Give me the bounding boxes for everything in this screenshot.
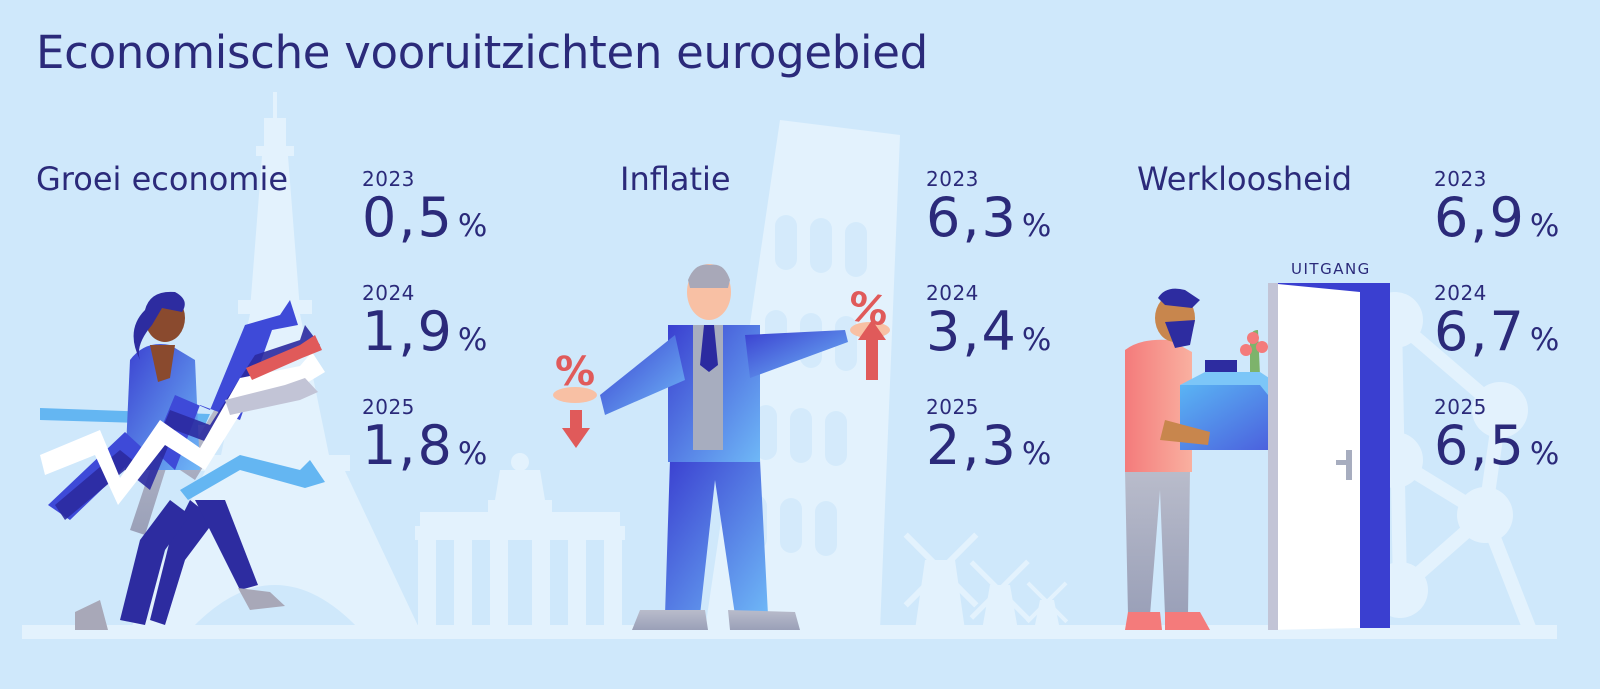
stat-year: 2025 [926, 395, 979, 419]
section-title-unemployment: Werkloosheid [1137, 160, 1353, 198]
stat-growth-2025: 2025 1,8% [362, 396, 487, 482]
stat-growth-2023: 2023 0,5% [362, 168, 487, 254]
stat-year: 2024 [1434, 281, 1487, 305]
stat-year: 2023 [1434, 167, 1487, 191]
brandenburg-gate-icon [415, 453, 625, 630]
stat-inflation-2024: 2024 3,4% [926, 282, 1051, 368]
stat-unit: % [1021, 436, 1052, 472]
stat-value: 6,9 [1434, 186, 1526, 249]
stat-unit: % [457, 208, 488, 244]
stat-value: 1,8 [362, 414, 454, 477]
stat-year: 2025 [1434, 395, 1487, 419]
stat-growth-2024: 2024 1,9% [362, 282, 487, 368]
stat-unemployment-2025: 2025 6,5% [1434, 396, 1559, 482]
stat-value: 6,7 [1434, 300, 1526, 363]
page-title: Economische vooruitzichten eurogebied [36, 26, 928, 79]
stat-year: 2023 [926, 167, 979, 191]
stat-unit: % [1021, 208, 1052, 244]
stat-year: 2023 [362, 167, 415, 191]
stat-value: 6,3 [926, 186, 1018, 249]
stat-unit: % [1529, 208, 1560, 244]
businesswoman-arrows-icon [40, 291, 325, 630]
stat-unit: % [457, 322, 488, 358]
stat-unit: % [1529, 322, 1560, 358]
svg-text:%: % [555, 349, 595, 395]
stat-value: 1,9 [362, 300, 454, 363]
stat-unemployment-2023: 2023 6,9% [1434, 168, 1559, 254]
stat-inflation-2025: 2025 2,3% [926, 396, 1051, 482]
stat-unemployment-2024: 2024 6,7% [1434, 282, 1559, 368]
windmill-icon [903, 532, 1069, 630]
stat-unit: % [457, 436, 488, 472]
stat-inflation-2023: 2023 6,3% [926, 168, 1051, 254]
stat-value: 3,4 [926, 300, 1018, 363]
man-carrying-box-icon [1125, 288, 1295, 630]
exit-door-icon [1268, 283, 1390, 630]
stat-value: 0,5 [362, 186, 454, 249]
stat-unit: % [1529, 436, 1560, 472]
stat-unit: % [1021, 322, 1052, 358]
section-title-inflation: Inflatie [620, 160, 731, 198]
exit-sign-label: UITGANG [1291, 260, 1371, 278]
stat-value: 2,3 [926, 414, 1018, 477]
stat-year: 2025 [362, 395, 415, 419]
stat-year: 2024 [362, 281, 415, 305]
stat-value: 6,5 [1434, 414, 1526, 477]
stat-year: 2024 [926, 281, 979, 305]
businessman-percent-icon: % % [553, 264, 892, 630]
section-title-growth: Groei economie [36, 160, 289, 198]
